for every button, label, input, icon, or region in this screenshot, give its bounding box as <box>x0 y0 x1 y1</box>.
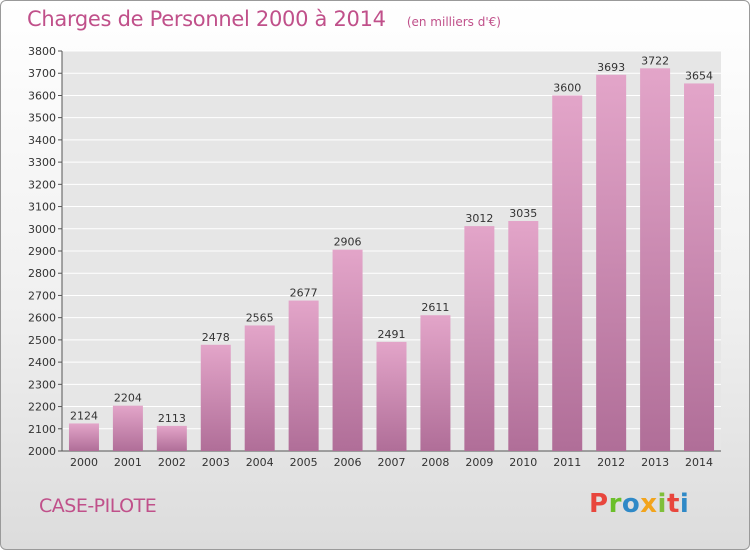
x-tick-label: 2006 <box>334 456 362 469</box>
y-tick-label: 2900 <box>28 245 56 258</box>
y-tick-label: 2500 <box>28 334 56 347</box>
x-tick-label: 2012 <box>597 456 625 469</box>
bar-2008 <box>420 315 451 451</box>
y-tick-label: 3700 <box>28 67 56 80</box>
y-tick-label: 3000 <box>28 223 56 236</box>
x-tick-label: 2009 <box>465 456 493 469</box>
y-tick-label: 3400 <box>28 134 56 147</box>
y-tick-label: 3300 <box>28 156 56 169</box>
bar-value-label: 3654 <box>685 69 713 82</box>
bar-2009 <box>464 226 495 451</box>
y-tick-label: 2600 <box>28 312 56 325</box>
bar-value-label: 2491 <box>378 328 406 341</box>
x-tick-label: 2002 <box>158 456 186 469</box>
x-tick-label: 2011 <box>553 456 581 469</box>
bar-2014 <box>684 83 715 451</box>
bar-2010 <box>508 221 539 451</box>
bar-value-label: 2906 <box>334 236 362 249</box>
y-tick-label: 2300 <box>28 378 56 391</box>
y-tick-label: 2100 <box>28 423 56 436</box>
bar-2006 <box>332 249 363 451</box>
bar-value-label: 3600 <box>553 81 581 94</box>
bar-2000 <box>68 423 99 451</box>
bar-value-label: 2565 <box>246 311 274 324</box>
y-tick-label: 2800 <box>28 267 56 280</box>
bar-value-label: 2677 <box>290 287 318 300</box>
x-tick-label: 2010 <box>509 456 537 469</box>
x-tick-label: 2004 <box>246 456 274 469</box>
x-tick-label: 2003 <box>202 456 230 469</box>
bar-2013 <box>640 68 671 451</box>
bar-value-label: 3035 <box>509 207 537 220</box>
y-tick-label: 3100 <box>28 201 56 214</box>
y-tick-label: 2400 <box>28 356 56 369</box>
y-tick-label: 3600 <box>28 89 56 102</box>
x-tick-label: 2005 <box>290 456 318 469</box>
y-tick-label: 3500 <box>28 112 56 125</box>
bar-value-label: 2124 <box>70 409 98 422</box>
bar-value-label: 3722 <box>641 54 669 67</box>
y-tick-label: 3200 <box>28 178 56 191</box>
y-tick-label: 2000 <box>28 445 56 458</box>
bar-2011 <box>552 95 583 451</box>
bar-2005 <box>288 300 319 451</box>
x-tick-label: 2013 <box>641 456 669 469</box>
bar-2001 <box>112 405 143 451</box>
chart-unit: (en milliers d'€) <box>406 15 501 29</box>
bar-2012 <box>596 74 627 452</box>
x-tick-label: 2001 <box>114 456 142 469</box>
proxiti-logo: Proxiti <box>589 489 690 519</box>
town-name: CASE-PILOTE <box>39 495 157 517</box>
bar-2004 <box>244 325 275 451</box>
x-tick-label: 2007 <box>378 456 406 469</box>
bar-value-label: 2611 <box>421 301 449 314</box>
y-tick-label: 3800 <box>28 45 56 58</box>
bar-2002 <box>156 425 187 451</box>
bar-value-label: 3012 <box>465 212 493 225</box>
bar-value-label: 2204 <box>114 392 142 405</box>
bar-value-label: 2478 <box>202 331 230 344</box>
chart-title: Charges de Personnel 2000 à 2014 <box>27 7 386 31</box>
bar-2007 <box>376 341 407 451</box>
title-row: Charges de Personnel 2000 à 2014 (en mil… <box>27 7 501 31</box>
y-tick-label: 2700 <box>28 289 56 302</box>
x-tick-label: 2008 <box>421 456 449 469</box>
bar-2003 <box>200 344 231 451</box>
x-tick-label: 2014 <box>685 456 713 469</box>
bar-value-label: 2113 <box>158 412 186 425</box>
y-tick-label: 2200 <box>28 401 56 414</box>
x-tick-label: 2000 <box>70 456 98 469</box>
bar-value-label: 3693 <box>597 61 625 74</box>
